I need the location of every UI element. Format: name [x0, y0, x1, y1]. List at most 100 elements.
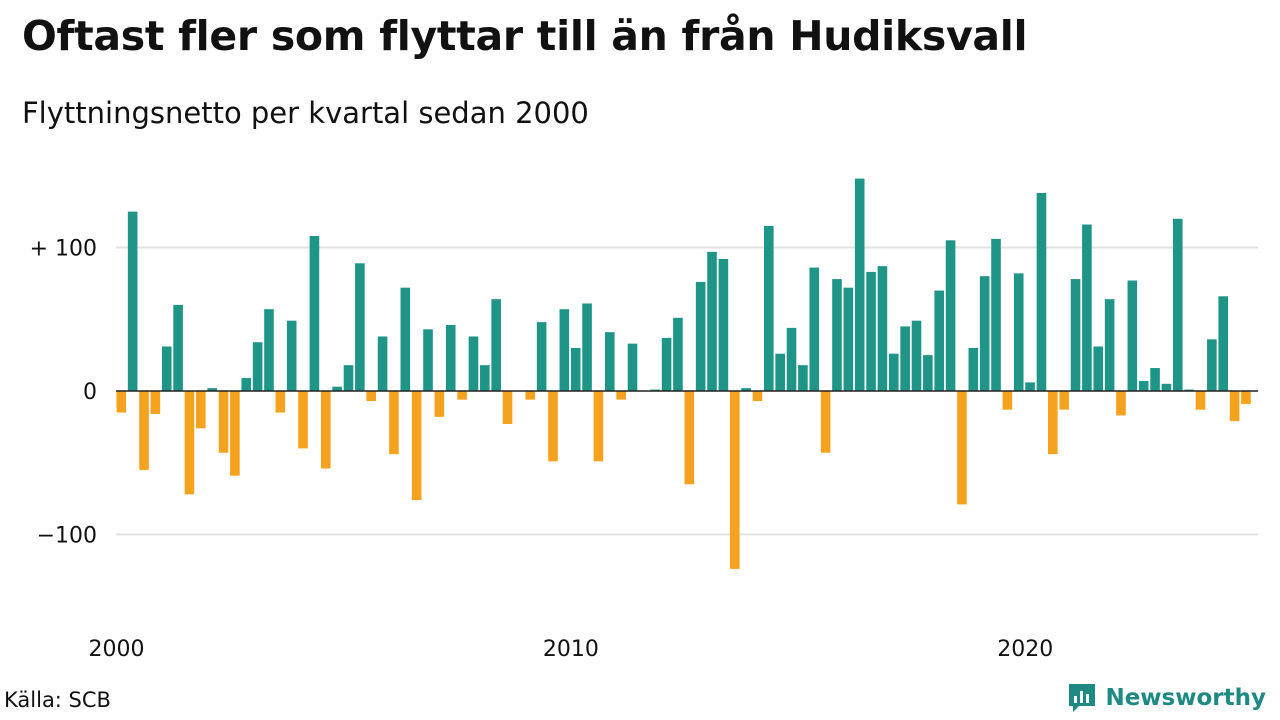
bar: [434, 391, 445, 417]
bar: [275, 391, 286, 413]
bar: [582, 303, 592, 391]
bar: [241, 378, 252, 391]
y-tick-label: 0: [83, 380, 97, 405]
bar: [1241, 391, 1251, 404]
bar: [445, 324, 456, 391]
bar: [695, 281, 706, 391]
bar: [707, 251, 717, 391]
bar: [502, 391, 513, 425]
bar: [1104, 299, 1115, 391]
bar: [991, 238, 1001, 391]
bar: [809, 267, 820, 391]
bar: [684, 391, 695, 485]
bar: [775, 353, 785, 391]
bar: [843, 287, 854, 391]
bar: [252, 342, 263, 391]
bar: [718, 258, 729, 391]
bar: [888, 353, 899, 391]
bar: [173, 304, 183, 391]
bar: [286, 320, 297, 391]
bar: [116, 391, 127, 413]
bar: [1082, 224, 1092, 391]
bar: [1070, 279, 1081, 391]
bar: [1036, 192, 1047, 391]
bar: [764, 225, 774, 391]
bar: [1150, 368, 1160, 391]
bar: [343, 365, 354, 391]
x-tick-label: 2010: [543, 637, 599, 662]
bar: [627, 343, 638, 391]
bars: [116, 178, 1251, 569]
bar: [411, 391, 422, 501]
bar: [480, 365, 490, 391]
bar: [1218, 296, 1229, 391]
newsworthy-logo-icon: [1069, 684, 1096, 712]
bar: [139, 391, 149, 470]
bar: [1059, 391, 1069, 410]
bar: [604, 332, 615, 392]
bar: [786, 327, 797, 391]
bar: [923, 355, 933, 392]
bar: [389, 391, 399, 455]
bar: [1172, 218, 1183, 391]
bar: [820, 391, 831, 453]
bar: [400, 287, 411, 391]
bar: [230, 391, 240, 476]
bar: [366, 391, 377, 402]
bar: [457, 391, 467, 400]
bar: [798, 365, 808, 391]
bar: [673, 317, 683, 391]
bar: [423, 329, 433, 392]
bar: [593, 391, 604, 462]
y-tick-label: −100: [37, 524, 97, 549]
bar: [355, 263, 365, 391]
bar: [752, 391, 763, 402]
bar: [1002, 391, 1013, 410]
x-tick-label: 2020: [997, 637, 1053, 662]
y-tick-label: + 100: [30, 237, 97, 262]
bar: [616, 391, 626, 400]
bar: [866, 271, 876, 391]
bar: [1161, 383, 1172, 391]
brand-name: Newsworthy: [1105, 685, 1266, 711]
bar: [1093, 346, 1104, 391]
x-tick-label: 2000: [89, 637, 145, 662]
bar: [854, 178, 865, 391]
bar: [196, 391, 206, 429]
bar: [934, 290, 945, 391]
bar: [548, 391, 558, 462]
bar: [570, 347, 581, 391]
bar: [1229, 391, 1240, 422]
newsworthy-logo: Newsworthy: [1067, 682, 1266, 714]
bar: [298, 391, 308, 449]
bar: [900, 326, 910, 392]
bar: [468, 336, 479, 391]
chart-subtitle: Flyttningsnetto per kvartal sedan 2000: [22, 96, 589, 130]
bar: [877, 266, 888, 391]
bar: [150, 391, 161, 414]
bar: [1025, 382, 1035, 391]
bar: [968, 347, 979, 391]
axes: + 100 0 −100 2000 2010 2020: [30, 237, 1258, 662]
bar: [1013, 273, 1024, 391]
bar: [320, 391, 331, 469]
bar: [1207, 339, 1217, 391]
bar: [1127, 280, 1138, 391]
chart-title: Oftast fler som flyttar till än från Hud…: [22, 12, 1028, 60]
bar: [218, 391, 229, 453]
bar: [207, 388, 217, 391]
bar: [309, 236, 320, 391]
bar: [729, 391, 740, 569]
bar: [979, 276, 990, 391]
bar: [911, 320, 922, 391]
bar: [536, 322, 547, 391]
bar: [832, 279, 842, 391]
bar: [377, 336, 388, 391]
bar: [1116, 391, 1126, 416]
bar: [945, 240, 956, 391]
bar: [525, 391, 536, 400]
bar: [184, 391, 195, 495]
bar: [491, 299, 501, 391]
bar: [957, 391, 967, 505]
bar: [332, 386, 342, 391]
